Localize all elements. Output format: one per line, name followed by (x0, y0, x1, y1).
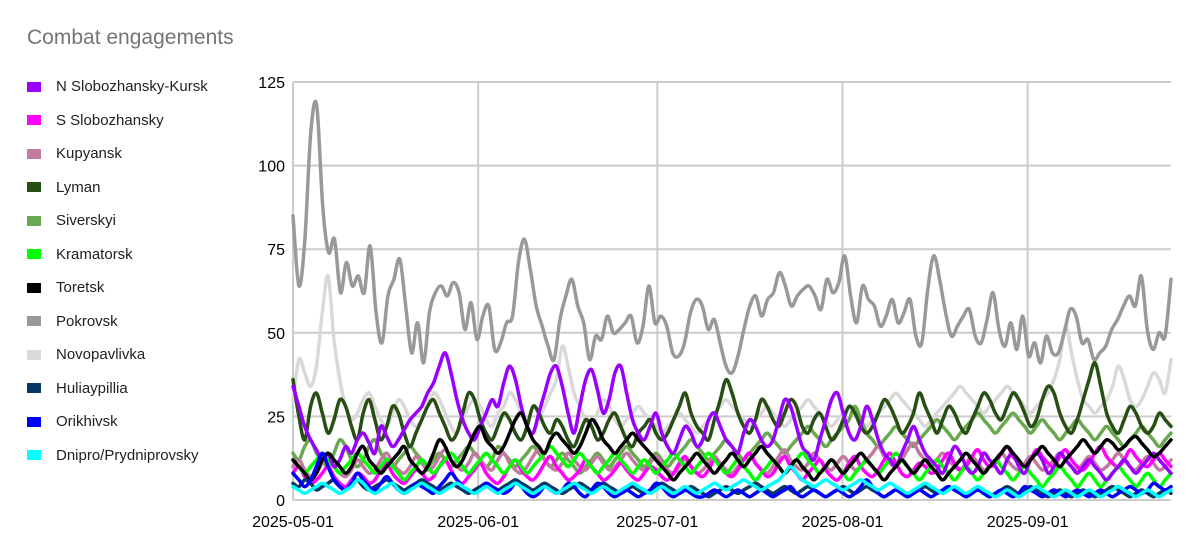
legend-label: N Slobozhansky-Kursk (56, 78, 208, 96)
legend-label: Lyman (56, 178, 101, 196)
y-tick-label: 100 (258, 159, 285, 176)
legend-label: Pokrovsk (56, 312, 118, 330)
legend-item: Orikhivsk (27, 405, 208, 439)
y-tick-label: 50 (267, 326, 285, 343)
legend-swatch (27, 115, 41, 126)
legend-swatch (27, 316, 41, 327)
legend-label: Novopavlivka (56, 346, 146, 364)
x-tick-label: 2025-06-01 (437, 514, 519, 531)
series-line (291, 451, 1173, 499)
legend-label: Orikhivsk (56, 413, 118, 431)
x-tick-label: 2025-08-01 (802, 514, 884, 531)
legend-label: S Slobozhansky (56, 111, 164, 129)
legend-item: Kramatorsk (27, 238, 208, 272)
chart-title: Combat engagements (27, 26, 234, 49)
series-line (291, 441, 1173, 479)
legend-item: S Slobozhansky (27, 104, 208, 138)
series-line (291, 361, 1173, 449)
legend-item: Siverskyi (27, 204, 208, 238)
legend-label: Dnipro/Prydniprovsky (56, 446, 199, 464)
legend-swatch (27, 249, 41, 260)
y-tick-label: 0 (276, 493, 285, 510)
legend-item: Huliaypillia (27, 372, 208, 406)
legend-label: Kupyansk (56, 145, 122, 163)
legend-item: Dnipro/Prydniprovsky (27, 439, 208, 473)
legend-swatch (27, 215, 41, 226)
legend-item: N Slobozhansky-Kursk (27, 70, 208, 104)
legend-label: Siverskyi (56, 212, 117, 230)
legend-swatch (27, 148, 41, 159)
series-line (291, 478, 1173, 499)
x-tick-label: 2025-07-01 (616, 514, 698, 531)
series-line (291, 464, 1173, 499)
series-line (291, 411, 1173, 482)
legend-item: Kupyansk (27, 137, 208, 171)
y-tick-label: 75 (267, 242, 285, 259)
legend-item: Novopavlivka (27, 338, 208, 372)
series-line (291, 99, 1173, 376)
legend-item: Pokrovsk (27, 305, 208, 339)
legend-item: Toretsk (27, 271, 208, 305)
y-tick-label: 125 (258, 75, 285, 92)
series-line (291, 273, 1173, 435)
series-line (291, 351, 1173, 482)
legend-label: Huliaypillia (56, 379, 128, 397)
legend-swatch (27, 282, 41, 293)
legend-swatch (27, 182, 41, 193)
y-tick-label: 25 (267, 409, 285, 426)
legend-swatch (27, 81, 41, 92)
legend-swatch (27, 450, 41, 461)
legend-swatch (27, 416, 41, 427)
legend-label: Kramatorsk (56, 245, 133, 263)
legend-swatch (27, 349, 41, 360)
x-tick-label: 2025-09-01 (987, 514, 1069, 531)
legend-swatch (27, 383, 41, 394)
legend-label: Toretsk (56, 279, 105, 297)
x-tick-label: 2025-05-01 (252, 514, 334, 531)
legend-item: Lyman (27, 171, 208, 205)
legend: N Slobozhansky-Kursk S Slobozhansky Kupyan… (27, 70, 208, 472)
